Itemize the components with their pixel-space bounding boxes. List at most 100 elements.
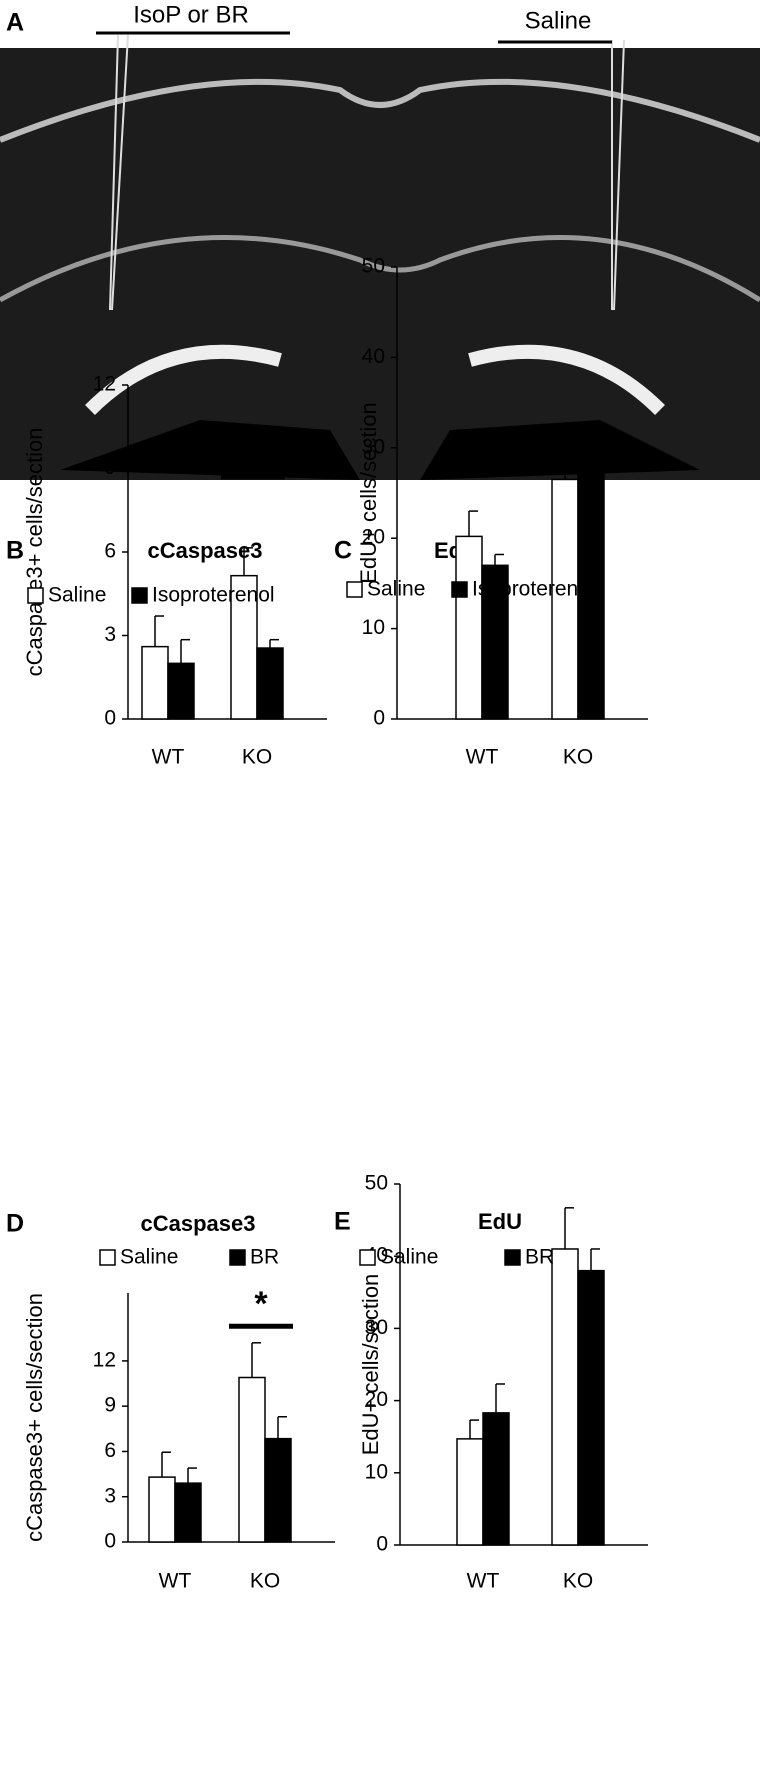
y-tick-label: 0 <box>104 1530 116 1553</box>
y-tick-label: 10 <box>365 1460 388 1483</box>
legend-swatch <box>346 581 363 598</box>
ventricle <box>60 420 700 480</box>
significance-label: * <box>246 436 260 474</box>
error-bar <box>494 553 504 566</box>
bar <box>456 1438 484 1546</box>
x-tick-label: KO <box>563 746 593 769</box>
error-bar <box>564 1207 574 1249</box>
hippocampus <box>85 344 282 415</box>
bar <box>577 453 605 720</box>
hippocampus <box>468 344 665 415</box>
legend-label: Isoproterenol <box>152 584 275 607</box>
legend-swatch <box>99 1249 116 1266</box>
y-tick-label: 0 <box>104 707 116 730</box>
corpus-callosum <box>0 235 760 303</box>
error-bar <box>590 424 600 455</box>
y-tick-label: 3 <box>104 623 116 646</box>
error-bar <box>161 1451 171 1478</box>
x-tick-label: WT <box>152 746 185 769</box>
electrode <box>109 34 119 311</box>
x-tick-label: WT <box>466 746 499 769</box>
legend-label: Saline <box>48 584 106 607</box>
image-panel: A IsoP or BR Saline <box>0 1 760 480</box>
y-tick-label: 12 <box>93 373 116 396</box>
y-tick-label: 20 <box>365 1388 388 1411</box>
bar <box>264 1437 292 1543</box>
bar <box>238 1376 266 1543</box>
brain-image <box>0 48 760 480</box>
error-bar <box>187 1467 197 1484</box>
annotation: IsoP or BR <box>133 1 249 28</box>
error-bar <box>590 1248 600 1271</box>
cortex-edge <box>0 78 760 143</box>
bar <box>167 662 195 720</box>
panel-label: D <box>6 1210 24 1238</box>
x-tick-label: KO <box>250 1570 280 1593</box>
legend-swatch <box>27 587 44 604</box>
bar <box>551 1248 579 1546</box>
y-tick-label: 40 <box>362 345 385 368</box>
x-tick-label: WT <box>467 1570 500 1593</box>
y-tick-label: 6 <box>104 540 116 563</box>
legend-swatch <box>504 1249 521 1266</box>
error-bar <box>495 1383 505 1413</box>
electrode <box>111 34 129 311</box>
panel-label: B <box>6 537 24 565</box>
panel-label: A <box>6 9 24 37</box>
legend-label: Saline <box>120 1246 178 1269</box>
error-bar <box>469 1419 479 1439</box>
y-tick-label: 9 <box>104 456 116 479</box>
bar <box>482 1412 510 1546</box>
error-bar <box>251 1342 261 1378</box>
y-tick-label: 50 <box>362 255 385 278</box>
y-axis-label: cCaspase3+ cells/section <box>22 1293 47 1542</box>
x-tick-label: WT <box>159 1570 192 1593</box>
legend-swatch <box>131 587 148 604</box>
bar <box>481 564 509 720</box>
legend-swatch <box>229 1249 246 1266</box>
x-tick-label: KO <box>242 746 272 769</box>
error-bar <box>564 456 574 480</box>
annotation: Saline <box>525 7 592 34</box>
y-tick-label: 20 <box>362 526 385 549</box>
y-tick-label: 9 <box>104 1394 116 1417</box>
bar <box>256 647 284 720</box>
y-tick-label: 10 <box>362 616 385 639</box>
significance-label: * <box>254 1285 268 1323</box>
panel-label: E <box>334 1208 351 1236</box>
error-bar <box>277 1415 287 1439</box>
legend-label: Saline <box>367 578 425 601</box>
bar <box>148 1476 176 1543</box>
legend-label: BR <box>525 1246 554 1269</box>
legend-label: BR <box>250 1246 279 1269</box>
error-bar <box>154 615 164 647</box>
chart-title: cCaspase3 <box>148 538 263 563</box>
bar <box>577 1269 605 1546</box>
error-bar <box>468 510 478 537</box>
y-tick-label: 3 <box>104 1484 116 1507</box>
y-tick-label: 6 <box>104 1439 116 1462</box>
panel-label: C <box>334 537 352 565</box>
y-tick-label: 0 <box>373 707 385 730</box>
error-bar <box>180 638 190 664</box>
chart-title: cCaspase3 <box>141 1211 256 1236</box>
y-tick-label: 50 <box>365 1172 388 1195</box>
y-axis-label: EdU+ cells/section <box>356 402 381 584</box>
legend-label: Saline <box>380 1246 438 1269</box>
chart-title: EdU <box>478 1209 522 1234</box>
y-tick-label: 0 <box>376 1533 388 1556</box>
legend-swatch <box>359 1249 376 1266</box>
error-bar <box>269 638 279 649</box>
bar-chart: CEdUEdU+ cells/section01020304050WTKOSal… <box>334 255 648 769</box>
y-tick-label: 12 <box>93 1348 116 1371</box>
bar <box>455 535 483 720</box>
bar <box>174 1482 202 1543</box>
x-tick-label: KO <box>563 1570 593 1593</box>
electrode <box>613 39 625 311</box>
bar <box>141 645 169 720</box>
error-bar <box>243 547 253 576</box>
